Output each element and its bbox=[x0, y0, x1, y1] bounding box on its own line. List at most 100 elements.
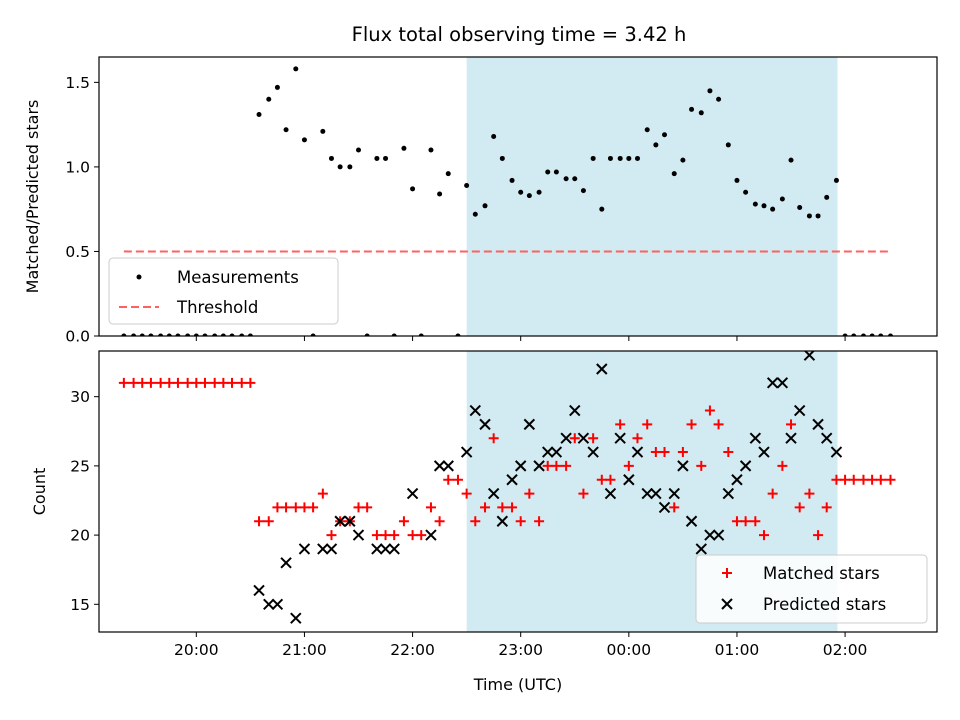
y-tick-label: 30 bbox=[70, 388, 90, 406]
data-point bbox=[263, 516, 274, 527]
data-point bbox=[191, 377, 202, 388]
data-point bbox=[875, 474, 886, 485]
data-point bbox=[671, 171, 677, 177]
data-point bbox=[389, 530, 400, 541]
data-point bbox=[569, 404, 581, 417]
data-point bbox=[596, 474, 607, 485]
data-point bbox=[786, 419, 797, 430]
data-point bbox=[433, 460, 446, 472]
data-point bbox=[301, 137, 307, 143]
data-point bbox=[553, 169, 559, 175]
data-point bbox=[704, 405, 715, 416]
data-point bbox=[418, 333, 424, 336]
data-point bbox=[650, 487, 662, 500]
data-point bbox=[623, 460, 634, 471]
data-point bbox=[139, 333, 145, 336]
y-tick-label: 15 bbox=[70, 596, 90, 614]
data-point bbox=[545, 169, 551, 175]
data-point bbox=[785, 432, 797, 444]
data-point bbox=[164, 377, 175, 388]
data-point bbox=[842, 333, 848, 336]
data-point bbox=[371, 530, 382, 541]
data-point bbox=[848, 474, 859, 485]
data-point bbox=[788, 157, 794, 163]
data-point bbox=[328, 155, 334, 161]
data-point bbox=[515, 516, 526, 527]
data-point bbox=[779, 196, 785, 202]
data-point bbox=[561, 460, 572, 471]
legend-box bbox=[108, 257, 339, 325]
data-point bbox=[658, 501, 671, 514]
data-point bbox=[776, 377, 789, 389]
data-point bbox=[686, 419, 697, 430]
data-point bbox=[317, 543, 329, 555]
data-point bbox=[469, 404, 481, 417]
legend-marker-predicted bbox=[721, 598, 733, 610]
data-point bbox=[534, 516, 545, 527]
data-point bbox=[634, 155, 640, 161]
data-point bbox=[758, 446, 770, 458]
data-point bbox=[749, 432, 762, 444]
data-point bbox=[470, 516, 481, 527]
data-point bbox=[580, 188, 586, 194]
data-point bbox=[712, 529, 725, 541]
data-point bbox=[166, 333, 172, 336]
data-point bbox=[777, 460, 788, 471]
data-point bbox=[878, 333, 884, 336]
data-point bbox=[379, 543, 392, 555]
y-tick-label: 1.0 bbox=[65, 158, 90, 176]
data-point bbox=[713, 419, 724, 430]
x-tick-label: 22:00 bbox=[390, 641, 435, 659]
plot-area bbox=[118, 351, 896, 624]
data-point bbox=[472, 211, 478, 217]
data-point bbox=[821, 432, 833, 444]
data-point bbox=[371, 543, 383, 555]
data-point bbox=[158, 333, 164, 336]
data-point bbox=[626, 155, 632, 161]
x-axis-label: Time (UTC) bbox=[473, 675, 562, 694]
data-point bbox=[507, 502, 518, 513]
data-point bbox=[155, 377, 166, 388]
data-point bbox=[704, 529, 716, 541]
data-point bbox=[193, 333, 199, 336]
data-point bbox=[550, 446, 563, 458]
data-point bbox=[239, 333, 245, 336]
data-point bbox=[272, 502, 283, 513]
data-point bbox=[577, 432, 590, 444]
data-point bbox=[641, 487, 653, 500]
legend-label-predicted: Predicted stars bbox=[763, 595, 886, 614]
data-point bbox=[437, 191, 443, 197]
data-point bbox=[716, 96, 722, 102]
y-axis-label: Matched/Predicted stars bbox=[23, 100, 42, 294]
data-point bbox=[425, 502, 436, 513]
data-point bbox=[298, 543, 311, 555]
data-point bbox=[707, 88, 713, 94]
data-point bbox=[401, 145, 407, 151]
data-point bbox=[607, 155, 613, 161]
data-point bbox=[542, 460, 553, 471]
data-point bbox=[514, 460, 527, 472]
data-point bbox=[362, 502, 373, 513]
data-point bbox=[536, 189, 542, 195]
data-point bbox=[254, 516, 265, 527]
data-point bbox=[266, 96, 272, 102]
data-point bbox=[743, 189, 749, 195]
data-point bbox=[596, 363, 608, 375]
data-point bbox=[388, 543, 400, 555]
y-tick-label: 0.0 bbox=[65, 328, 90, 346]
data-point bbox=[813, 530, 824, 541]
data-point bbox=[869, 333, 875, 336]
legend-label-matched: Matched stars bbox=[763, 564, 880, 583]
data-point bbox=[830, 446, 843, 458]
data-point bbox=[280, 557, 292, 569]
data-point bbox=[271, 598, 284, 611]
data-point bbox=[509, 177, 515, 183]
data-point bbox=[533, 460, 545, 472]
data-point bbox=[806, 213, 812, 219]
data-point bbox=[523, 418, 536, 431]
data-point bbox=[689, 106, 695, 112]
data-point bbox=[337, 164, 343, 170]
data-point bbox=[364, 333, 370, 336]
data-point bbox=[680, 157, 686, 163]
